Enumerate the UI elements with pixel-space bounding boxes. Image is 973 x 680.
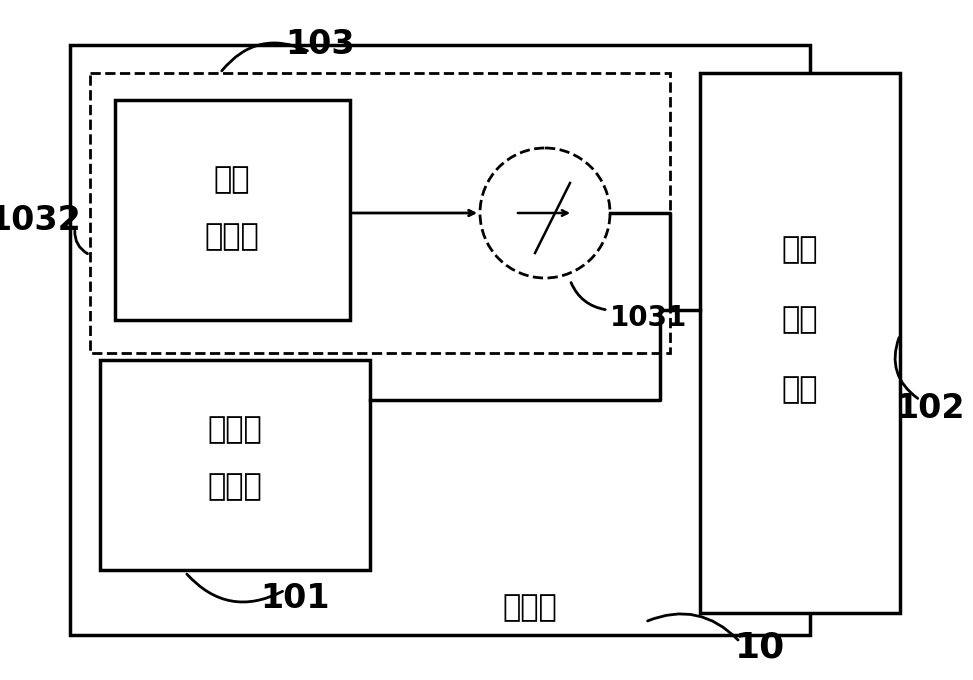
Text: 1032: 1032	[0, 203, 82, 237]
Text: 制器: 制器	[214, 165, 250, 194]
Text: 充电: 充电	[781, 305, 818, 335]
Text: 电压转: 电压转	[207, 473, 263, 502]
Text: 10: 10	[735, 631, 785, 665]
Text: 第二: 第二	[781, 375, 818, 405]
Text: 1031: 1031	[610, 304, 687, 332]
Bar	[90, 73, 670, 353]
Text: 接口: 接口	[781, 235, 818, 265]
Text: 换电路: 换电路	[207, 415, 263, 445]
Text: 102: 102	[895, 392, 965, 424]
Circle shape	[480, 148, 610, 278]
Text: 101: 101	[260, 581, 330, 615]
Bar	[700, 73, 900, 613]
Text: 第一控: 第一控	[204, 222, 260, 252]
Text: 充电器: 充电器	[503, 594, 558, 622]
Bar	[70, 45, 810, 635]
Bar	[115, 100, 350, 320]
Text: 103: 103	[285, 27, 355, 61]
Bar	[100, 360, 370, 570]
